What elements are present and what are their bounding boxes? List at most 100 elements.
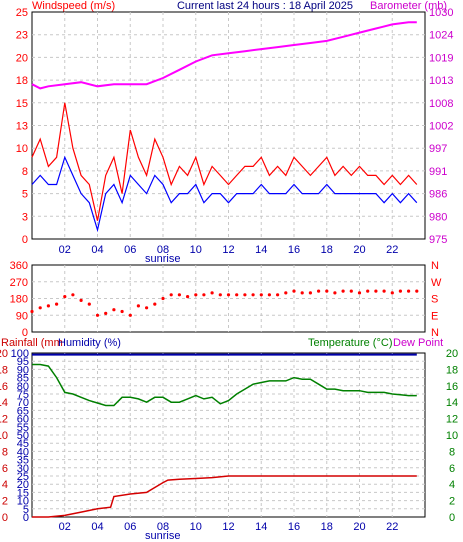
humidity-y-tick: 55 [17, 422, 29, 434]
wind-y-tick: 10 [16, 143, 28, 155]
barometer-y-tick: 1002 [429, 121, 453, 133]
direction-point [276, 293, 280, 297]
direction-point [325, 289, 329, 293]
direction-point [104, 311, 108, 315]
wind-y-tick: 18 [16, 75, 28, 87]
rain-panel-x-tick: 06 [124, 521, 136, 533]
direction-point [267, 293, 271, 297]
rain-panel-x-tick: 02 [59, 521, 71, 533]
direction-point [46, 304, 51, 308]
direction-point [169, 293, 173, 297]
rainfall-legend: Rainfall (mm [1, 337, 63, 349]
barometer-y-tick: 1013 [429, 75, 453, 87]
temperature-y-tick: 2 [449, 496, 455, 508]
wind-axis-title: Windspeed (m/s) [32, 0, 115, 12]
humidity-y-tick: 75 [17, 389, 29, 401]
wind-y-tick: 0 [22, 234, 28, 246]
direction-point [300, 291, 304, 295]
rain-panel-x-tick: 12 [222, 521, 234, 533]
direction-y-tick: 270 [10, 277, 28, 289]
direction-point [30, 309, 34, 314]
rain-panel-frame [31, 352, 426, 518]
direction-point [186, 295, 190, 299]
wind-panel-x-tick: 08 [157, 244, 169, 256]
humidity-y-tick: 45 [17, 438, 29, 450]
rainfall-y-tick: 0 [2, 512, 8, 524]
barometer-y-tick: 1008 [429, 98, 453, 110]
humidity-y-tick: 90 [17, 364, 29, 376]
direction-point [284, 291, 288, 295]
direction-point [153, 302, 157, 306]
compass-tick: N [431, 260, 439, 272]
temperature-y-tick: 0 [449, 512, 455, 524]
humidity-y-tick: 40 [17, 446, 29, 458]
humidity-y-tick: 65 [17, 405, 29, 417]
temperature-y-tick: 18 [446, 364, 458, 376]
barometer-y-tick: 1030 [429, 7, 453, 19]
rain-panel-x-tick: 16 [288, 521, 300, 533]
wind-panel-x-tick: 10 [190, 244, 202, 256]
direction-point [136, 304, 140, 308]
humidity-y-tick: 30 [17, 463, 29, 475]
series-gust [31, 102, 418, 221]
rainfall-y-tick: 18 [0, 364, 8, 376]
rainfall-y-tick: 10 [0, 430, 8, 442]
wind-y-tick: 23 [16, 30, 28, 42]
rain-panel-x-tick: 08 [157, 521, 169, 533]
humidity-y-tick: 95 [17, 356, 29, 368]
rainfall-y-tick: 6 [2, 463, 8, 475]
temperature-y-tick: 16 [446, 381, 458, 393]
wind-panel-x-tick: 18 [321, 244, 333, 256]
wind-panel-x-tick: 06 [124, 244, 136, 256]
direction-point [292, 289, 296, 293]
wind-y-tick: 8 [22, 166, 28, 178]
sunrise-label-1: sunrise [145, 253, 180, 265]
direction-point [333, 291, 337, 295]
direction-point [79, 298, 83, 302]
direction-point [161, 296, 165, 301]
rain-panel-x-tick: 22 [386, 521, 398, 533]
direction-point [202, 293, 206, 297]
compass-tick: N [431, 327, 439, 339]
direction-point [382, 289, 386, 293]
rainfall-y-tick: 2 [2, 496, 8, 508]
direction-point [349, 289, 353, 293]
direction-y-tick: 90 [16, 310, 28, 322]
direction-point [112, 308, 116, 312]
direction-point [128, 313, 132, 317]
compass-tick: E [431, 310, 438, 322]
chart-title: Current last 24 hours : 18 April 2025 [177, 0, 353, 12]
humidity-y-tick: 15 [17, 487, 29, 499]
humidity-y-tick: 70 [17, 397, 29, 409]
temperature-y-tick: 14 [446, 397, 458, 409]
series-average [31, 155, 418, 233]
humidity-y-tick: 20 [17, 479, 29, 491]
wind-panel-x-tick: 02 [59, 244, 71, 256]
direction-point [341, 289, 345, 293]
direction-point [407, 289, 411, 293]
wind-y-tick: 25 [16, 7, 28, 19]
series-barometer [31, 21, 417, 90]
direction-point [194, 293, 198, 297]
dewpoint-legend: Dew Point [393, 337, 443, 349]
series-temperature [32, 363, 417, 407]
direction-point [226, 293, 231, 297]
humidity-y-tick: 80 [17, 381, 29, 393]
temperature-y-tick: 4 [449, 479, 455, 491]
direction-point [317, 289, 321, 293]
humidity-y-tick: 10 [17, 496, 29, 508]
barometer-y-tick: 1024 [429, 30, 453, 42]
direction-point [398, 289, 402, 293]
rain-panel-x-tick: 14 [255, 521, 267, 533]
wind-y-tick: 3 [22, 211, 28, 223]
humidity-legend: Humidity (%) [58, 337, 121, 349]
direction-y-tick: 360 [10, 260, 28, 272]
direction-point [415, 289, 419, 293]
temperature-y-tick: 20 [446, 348, 458, 360]
humidity-y-tick: 60 [17, 414, 29, 426]
direction-point [55, 302, 59, 306]
humidity-y-tick: 35 [17, 455, 29, 467]
temperature-y-tick: 6 [449, 463, 455, 475]
humidity-y-tick: 85 [17, 373, 29, 385]
